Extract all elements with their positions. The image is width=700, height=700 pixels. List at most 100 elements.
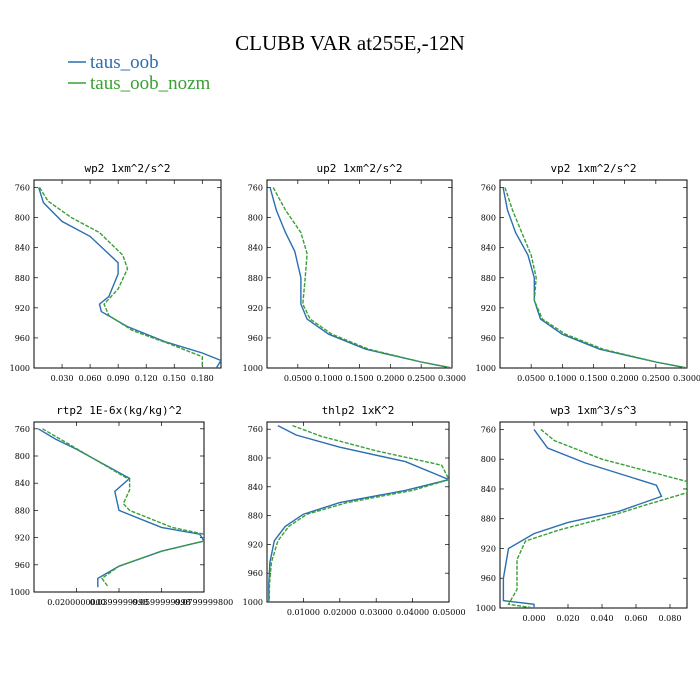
plot-frame [33,179,222,369]
y-tick-label: 800 [481,214,496,223]
y-tick-label: 1000 [10,588,30,597]
series-line-taus-oob [268,424,449,602]
y-tick-label: 960 [248,334,263,343]
series-line-taus-oob-nozm [268,424,449,602]
y-tick-label: 880 [248,274,263,283]
y-tick-label: 800 [15,452,30,461]
x-tick-label: 0.05000 [432,608,465,617]
panel-title: wp3 1xm^3/s^3 [550,404,636,417]
y-tick-label: 880 [481,274,496,283]
y-tick-label: 1000 [243,598,263,607]
y-tick-label: 920 [248,540,263,549]
x-tick-label: 0.01000 [287,608,320,617]
x-tick-label: 0.020 [557,614,580,623]
series-line-taus-oob-nozm [507,428,687,608]
x-tick-label: 0.0599999998 [132,598,191,607]
x-tick-label: 0.090 [107,374,130,383]
y-tick-label: 760 [15,184,30,193]
y-tick-label: 1000 [476,604,496,613]
legend-label-taus-oob: taus_oob [90,52,159,73]
y-tick-label: 760 [248,425,263,434]
y-tick-label: 920 [15,304,30,313]
y-tick-label: 800 [248,214,263,223]
panel-title: thlp2 1xK^2 [322,404,395,417]
plot-frame [499,179,688,369]
x-tick-label: 0.180 [191,374,214,383]
x-tick-label: 0.1000 [315,374,343,383]
y-tick-label: 800 [481,455,496,464]
plot-frame [499,421,688,609]
x-tick-label: 0.060 [625,614,648,623]
series-line-taus-oob [502,428,663,608]
series-line-taus-oob [38,187,221,368]
panel-1: wp2 1xm^2/s^2 760 800 840 880 920 960 1000 0.030… [10,162,222,383]
x-tick-label: 0.1500 [346,374,374,383]
x-tick-label: 0.0500 [517,374,545,383]
x-tick-label: 0.3000 [673,374,700,383]
series-line-taus-oob-nozm [39,187,204,368]
panel-2: up2 1xm^2/s^2 760 800 840 880 920 960 1000 0.050… [243,162,466,383]
x-tick-label: 0.0399999998 [90,598,149,607]
y-tick-label: 840 [248,244,263,253]
plot-frame [266,179,453,369]
series-line-taus-oob-nozm [272,187,452,368]
y-tick-label: 880 [15,274,30,283]
x-tick-label: 0.150 [163,374,186,383]
x-tick-label: 0.2500 [642,374,670,383]
y-tick-label: 960 [15,561,30,570]
panel-6: wp3 1xm^3/s^3 760 800 840 880 920 960 1000 0.000… [476,404,688,623]
series-line-taus-oob-nozm [504,187,687,368]
y-tick-label: 920 [248,304,263,313]
y-tick-label: 800 [15,214,30,223]
y-tick-label: 840 [481,244,496,253]
x-tick-label: 0.1500 [580,374,608,383]
y-tick-label: 760 [248,184,263,193]
panel-3: vp2 1xm^2/s^2 760 800 840 880 920 960 1000 0.050… [476,162,700,383]
x-tick-label: 0.000 [523,614,546,623]
x-tick-label: 0.03000 [360,608,393,617]
x-tick-label: 0.2500 [407,374,435,383]
y-tick-label: 1000 [10,364,30,373]
y-tick-label: 840 [15,244,30,253]
y-tick-label: 880 [481,515,496,524]
legend: taus_oob taus_oob_nozm [68,52,211,94]
panel-title: wp2 1xm^2/s^2 [84,162,170,175]
y-tick-label: 800 [248,454,263,463]
x-tick-label: 0.040 [591,614,614,623]
x-tick-label: 0.0500 [284,374,312,383]
plot-frame [266,421,450,603]
y-tick-label: 960 [481,574,496,583]
panel-title: up2 1xm^2/s^2 [316,162,402,175]
y-tick-label: 960 [248,569,263,578]
y-tick-label: 760 [481,184,496,193]
x-tick-label: 0.1000 [548,374,576,383]
y-tick-label: 920 [15,534,30,543]
series-line-taus-oob-nozm [42,428,204,588]
x-tick-label: 0.080 [659,614,682,623]
x-tick-label: 0.04000 [396,608,429,617]
x-tick-label: 0.2000 [611,374,639,383]
series-line-taus-oob [37,428,204,588]
series-line-taus-oob [502,187,687,368]
panel-5: thlp2 1xK^2 760 800 840 880 920 960 1000 0.01000… [243,404,466,617]
panel-4: rtp2 1E-6x(kg/kg)^2 760 800 840 880 920 960 100… [10,404,234,607]
x-tick-label: 0.2000 [376,374,404,383]
y-tick-label: 920 [481,544,496,553]
y-tick-label: 920 [481,304,496,313]
y-tick-label: 760 [481,425,496,434]
y-tick-label: 840 [15,479,30,488]
x-tick-label: 0.060 [79,374,102,383]
x-tick-label: 0.3000 [438,374,466,383]
x-tick-label: 0.0799999800 [175,598,234,607]
y-tick-label: 960 [481,334,496,343]
x-tick-label: 0.0200000000 [47,598,106,607]
y-tick-label: 840 [248,483,263,492]
y-tick-label: 1000 [243,364,263,373]
y-tick-label: 880 [248,512,263,521]
panel-title: vp2 1xm^2/s^2 [550,162,636,175]
x-tick-label: 0.120 [135,374,158,383]
panel-title: rtp2 1E-6x(kg/kg)^2 [56,404,182,417]
legend-label-taus-oob-nozm: taus_oob_nozm [90,73,211,94]
panels: wp2 1xm^2/s^2 760 800 840 880 920 960 1000 0.030… [10,162,700,623]
